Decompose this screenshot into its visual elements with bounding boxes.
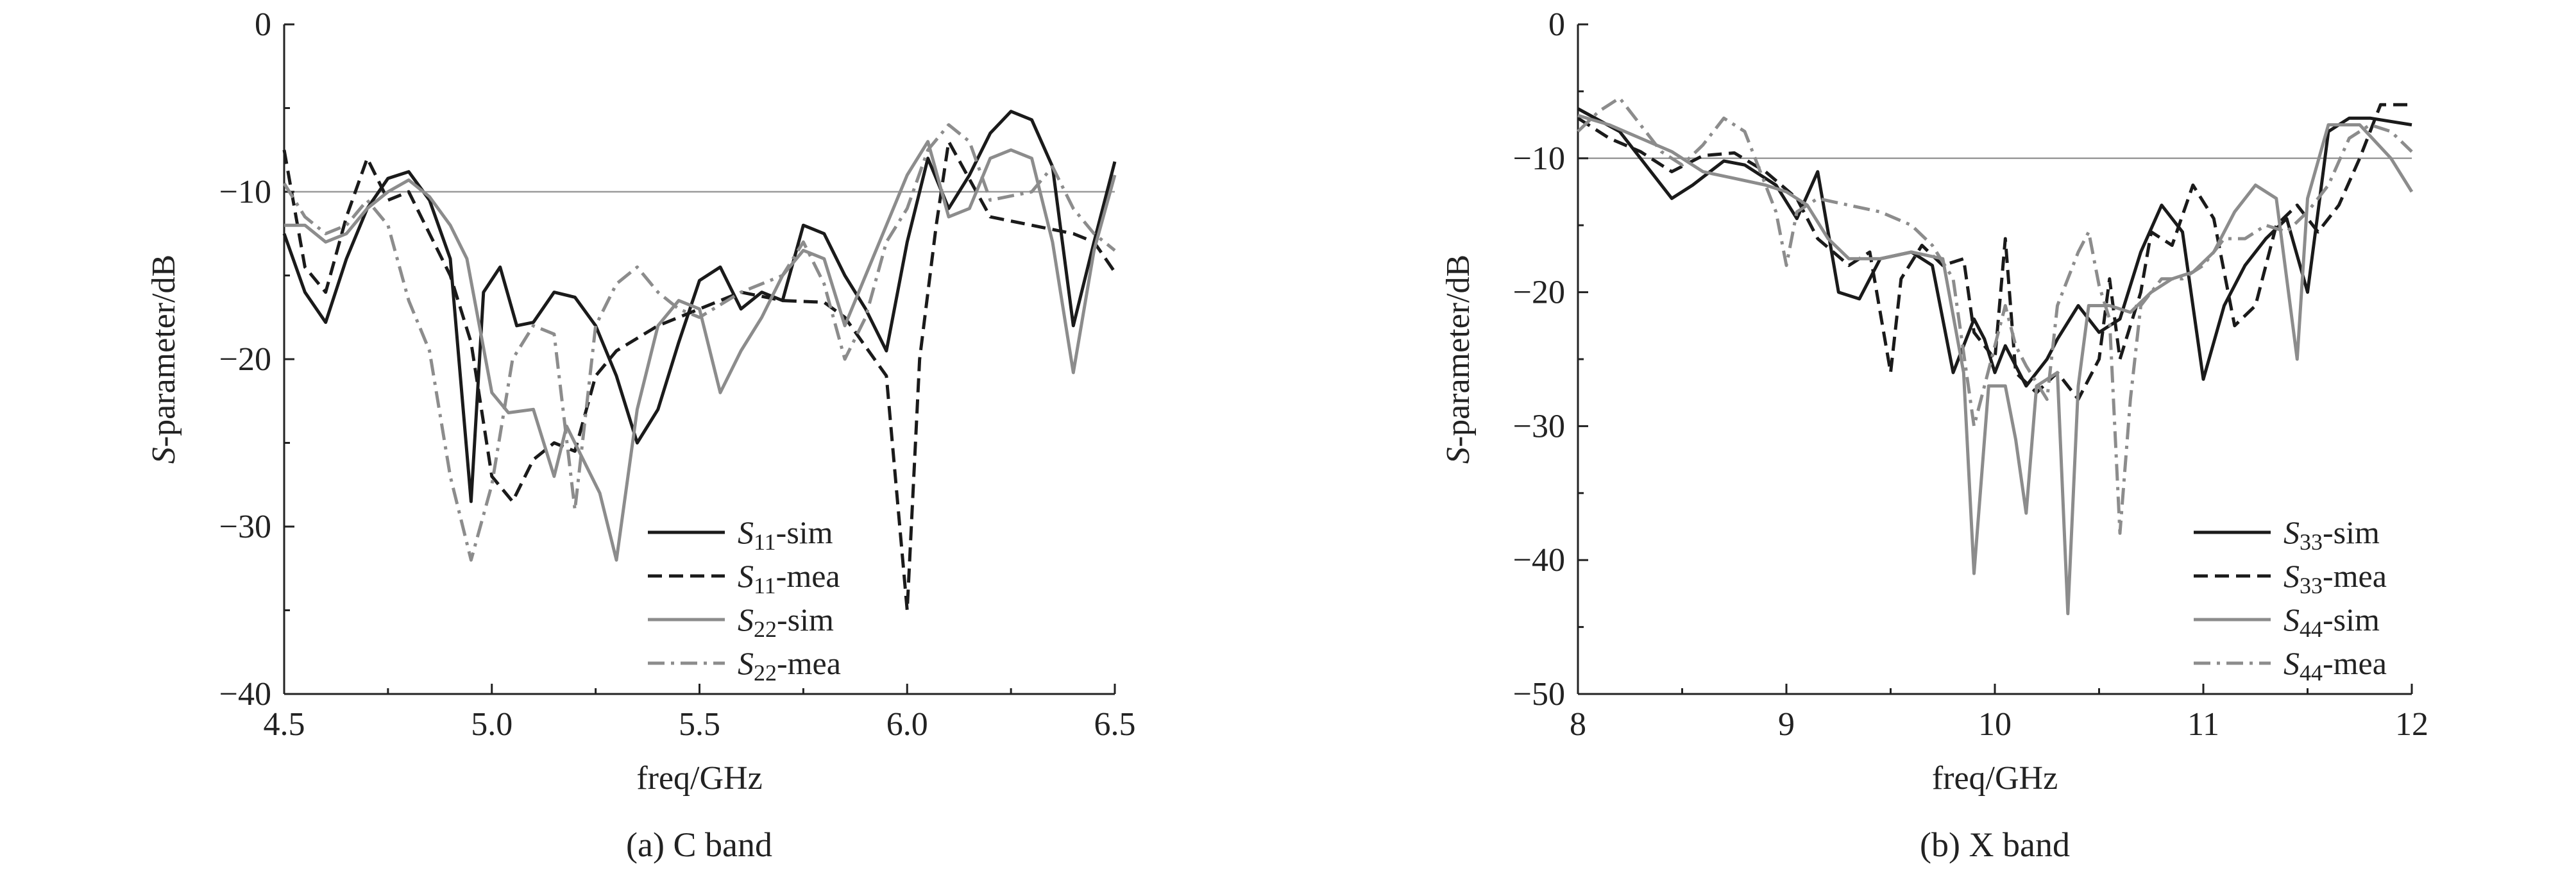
legend-suffix: -mea <box>777 645 841 681</box>
panel-caption: (a) C band <box>626 825 772 864</box>
legend-subscript: 33 <box>2300 573 2323 598</box>
series-line-s11-mea <box>282 140 1117 612</box>
legend-subscript: 22 <box>754 660 777 686</box>
legend-subscript: 33 <box>2300 529 2323 555</box>
y-tick-label: −30 <box>219 509 271 545</box>
y-tick-label: −10 <box>1513 140 1565 177</box>
legend-suffix: -mea <box>2323 645 2387 681</box>
series-line-s44-sim <box>1577 114 2414 616</box>
legend-suffix: -mea <box>776 558 840 594</box>
x-tick-label: 4.5 <box>264 706 305 743</box>
legend-suffix: -sim <box>776 514 833 550</box>
series-line-s11-sim <box>282 110 1117 503</box>
y-axis-title-symbol: S <box>146 447 182 464</box>
legend-suffix: -mea <box>2323 558 2387 594</box>
x-tick-label: 5.5 <box>679 706 720 743</box>
x-tick-label: 5.0 <box>471 706 513 743</box>
legend-label: S33-sim <box>2284 514 2380 555</box>
legend-label: S11-mea <box>738 558 840 598</box>
y-tick-label: −10 <box>219 174 271 210</box>
legend-subscript: 22 <box>754 616 777 642</box>
y-tick-label: −50 <box>1513 676 1565 713</box>
x-tick-label: 6.0 <box>886 706 928 743</box>
x-tick-label: 11 <box>2187 706 2219 743</box>
panel-c-band: 4.5 5.0 5.5 6.0 6.50−10−20−30−40freq/GHzS-pa… <box>146 6 1136 864</box>
y-axis-title: S-parameter/dB <box>146 255 182 464</box>
legend-label: S44-sim <box>2284 602 2380 642</box>
panel-caption: (b) X band <box>1920 825 2070 864</box>
legend-label: S22-mea <box>738 645 841 686</box>
legend-subscript: 44 <box>2300 616 2323 642</box>
legend-suffix: -sim <box>2323 602 2380 638</box>
y-axis-title-text: -parameter/dB <box>1440 255 1477 447</box>
x-tick-label: 12 <box>2395 706 2428 743</box>
legend-subscript: 11 <box>754 573 776 598</box>
legend-suffix: -sim <box>2323 514 2380 550</box>
legend-suffix: -sim <box>777 602 834 638</box>
legend-symbol: S <box>2284 645 2300 681</box>
y-axis-title: S-parameter/dB <box>1440 255 1477 464</box>
legend-label: S44-mea <box>2284 645 2387 686</box>
series-line-s44-mea <box>1577 96 2413 535</box>
x-axis-title: freq/GHz <box>636 760 762 797</box>
legend-symbol: S <box>738 558 754 594</box>
x-tick-label: 8 <box>1570 706 1586 743</box>
legend-symbol: S <box>2284 602 2300 638</box>
y-tick-label: 0 <box>255 6 271 43</box>
legend-symbol: S <box>2284 558 2300 594</box>
y-axis-title-text: -parameter/dB <box>146 255 182 447</box>
series-line-s33-mea <box>1577 103 2412 402</box>
y-tick-label: −40 <box>219 676 271 713</box>
series-line-s22-sim <box>284 140 1117 562</box>
x-tick-label: 6.5 <box>1094 706 1136 743</box>
x-axis-title: freq/GHz <box>1932 760 2058 797</box>
y-tick-label: −30 <box>1513 408 1565 444</box>
x-tick-label: 9 <box>1778 706 1795 743</box>
y-tick-label: −20 <box>1513 275 1565 311</box>
legend-symbol: S <box>2284 514 2300 550</box>
legend-label: S22-sim <box>738 602 834 642</box>
legend-symbol: S <box>738 514 754 550</box>
legend-symbol: S <box>738 602 754 638</box>
legend-subscript: 11 <box>754 529 776 555</box>
y-axis-title-symbol: S <box>1440 447 1477 464</box>
legend-label: S33-mea <box>2284 558 2387 598</box>
legend-symbol: S <box>738 645 754 681</box>
y-tick-label: −40 <box>1513 542 1565 579</box>
y-tick-label: 0 <box>1548 6 1565 43</box>
x-tick-label: 10 <box>1978 706 2012 743</box>
legend-subscript: 44 <box>2300 660 2323 686</box>
legend-label: S11-sim <box>738 514 833 555</box>
panel-x-band: 8 9 10 11 120−10−20−30−40−50freq/GHzS-parame… <box>1440 6 2428 864</box>
series-line-s22-mea <box>282 123 1116 562</box>
y-tick-label: −20 <box>219 341 271 378</box>
